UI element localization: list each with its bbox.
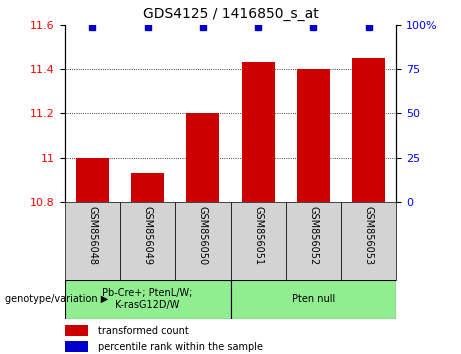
Bar [175,202,230,280]
Text: percentile rank within the sample: percentile rank within the sample [98,342,263,352]
Bar [286,202,341,280]
Bar [341,202,396,280]
Text: GSM856048: GSM856048 [87,206,97,265]
Text: Pten null: Pten null [292,294,335,304]
Bar [120,202,175,280]
Text: GSM856053: GSM856053 [364,206,374,265]
Bar [76,158,109,202]
Bar [352,58,385,202]
Text: GSM856049: GSM856049 [142,206,153,265]
Bar [65,341,88,353]
Bar [230,202,286,280]
Title: GDS4125 / 1416850_s_at: GDS4125 / 1416850_s_at [142,7,319,21]
Text: GSM856051: GSM856051 [253,206,263,265]
Text: transformed count: transformed count [98,326,189,336]
Bar [65,280,230,319]
Bar [186,113,219,202]
Text: GSM856050: GSM856050 [198,206,208,265]
Bar [65,202,120,280]
Text: genotype/variation ▶: genotype/variation ▶ [5,294,108,304]
Text: GSM856052: GSM856052 [308,206,319,265]
Bar [297,69,330,202]
Text: Pb-Cre+; PtenL/W;
K-rasG12D/W: Pb-Cre+; PtenL/W; K-rasG12D/W [102,288,193,310]
Bar [65,325,88,336]
Bar [131,173,164,202]
Bar [230,280,396,319]
Bar [242,62,275,202]
